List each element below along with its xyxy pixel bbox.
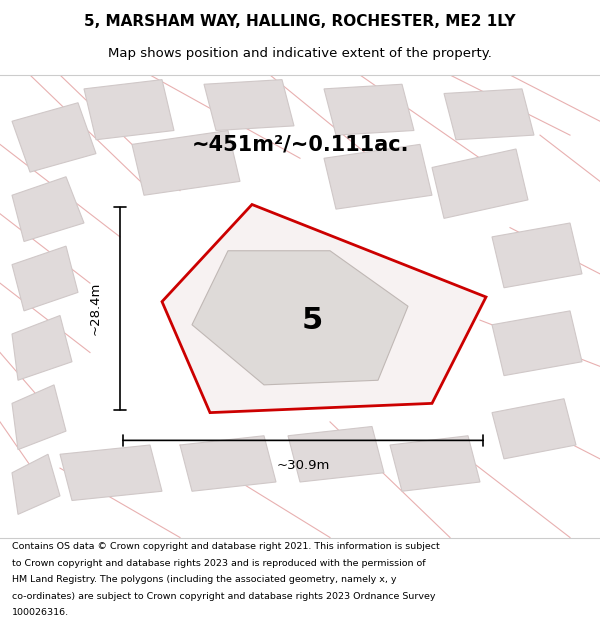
Polygon shape bbox=[492, 311, 582, 376]
Polygon shape bbox=[132, 131, 240, 195]
Polygon shape bbox=[12, 454, 60, 514]
Polygon shape bbox=[432, 149, 528, 218]
Polygon shape bbox=[60, 445, 162, 501]
Polygon shape bbox=[444, 89, 534, 140]
Text: 5, MARSHAM WAY, HALLING, ROCHESTER, ME2 1LY: 5, MARSHAM WAY, HALLING, ROCHESTER, ME2 … bbox=[84, 14, 516, 29]
Text: co-ordinates) are subject to Crown copyright and database rights 2023 Ordnance S: co-ordinates) are subject to Crown copyr… bbox=[12, 592, 436, 601]
Polygon shape bbox=[288, 426, 384, 482]
Polygon shape bbox=[12, 102, 96, 172]
Text: ~28.4m: ~28.4m bbox=[89, 282, 102, 335]
Polygon shape bbox=[324, 144, 432, 209]
Polygon shape bbox=[204, 79, 294, 131]
Polygon shape bbox=[12, 316, 72, 380]
Polygon shape bbox=[12, 385, 66, 449]
Polygon shape bbox=[492, 399, 576, 459]
Text: Map shows position and indicative extent of the property.: Map shows position and indicative extent… bbox=[108, 48, 492, 61]
Polygon shape bbox=[12, 177, 84, 241]
Polygon shape bbox=[162, 204, 486, 412]
Text: 100026316.: 100026316. bbox=[12, 608, 69, 618]
Polygon shape bbox=[180, 436, 276, 491]
Polygon shape bbox=[84, 79, 174, 140]
Text: 5: 5 bbox=[301, 306, 323, 334]
Polygon shape bbox=[192, 251, 408, 385]
Text: to Crown copyright and database rights 2023 and is reproduced with the permissio: to Crown copyright and database rights 2… bbox=[12, 559, 425, 568]
Polygon shape bbox=[324, 84, 414, 135]
Polygon shape bbox=[12, 246, 78, 311]
Text: Contains OS data © Crown copyright and database right 2021. This information is : Contains OS data © Crown copyright and d… bbox=[12, 542, 440, 551]
Text: HM Land Registry. The polygons (including the associated geometry, namely x, y: HM Land Registry. The polygons (includin… bbox=[12, 575, 397, 584]
Polygon shape bbox=[390, 436, 480, 491]
Text: ~30.9m: ~30.9m bbox=[277, 459, 329, 472]
Polygon shape bbox=[492, 223, 582, 288]
Text: ~451m²/~0.111ac.: ~451m²/~0.111ac. bbox=[191, 134, 409, 154]
